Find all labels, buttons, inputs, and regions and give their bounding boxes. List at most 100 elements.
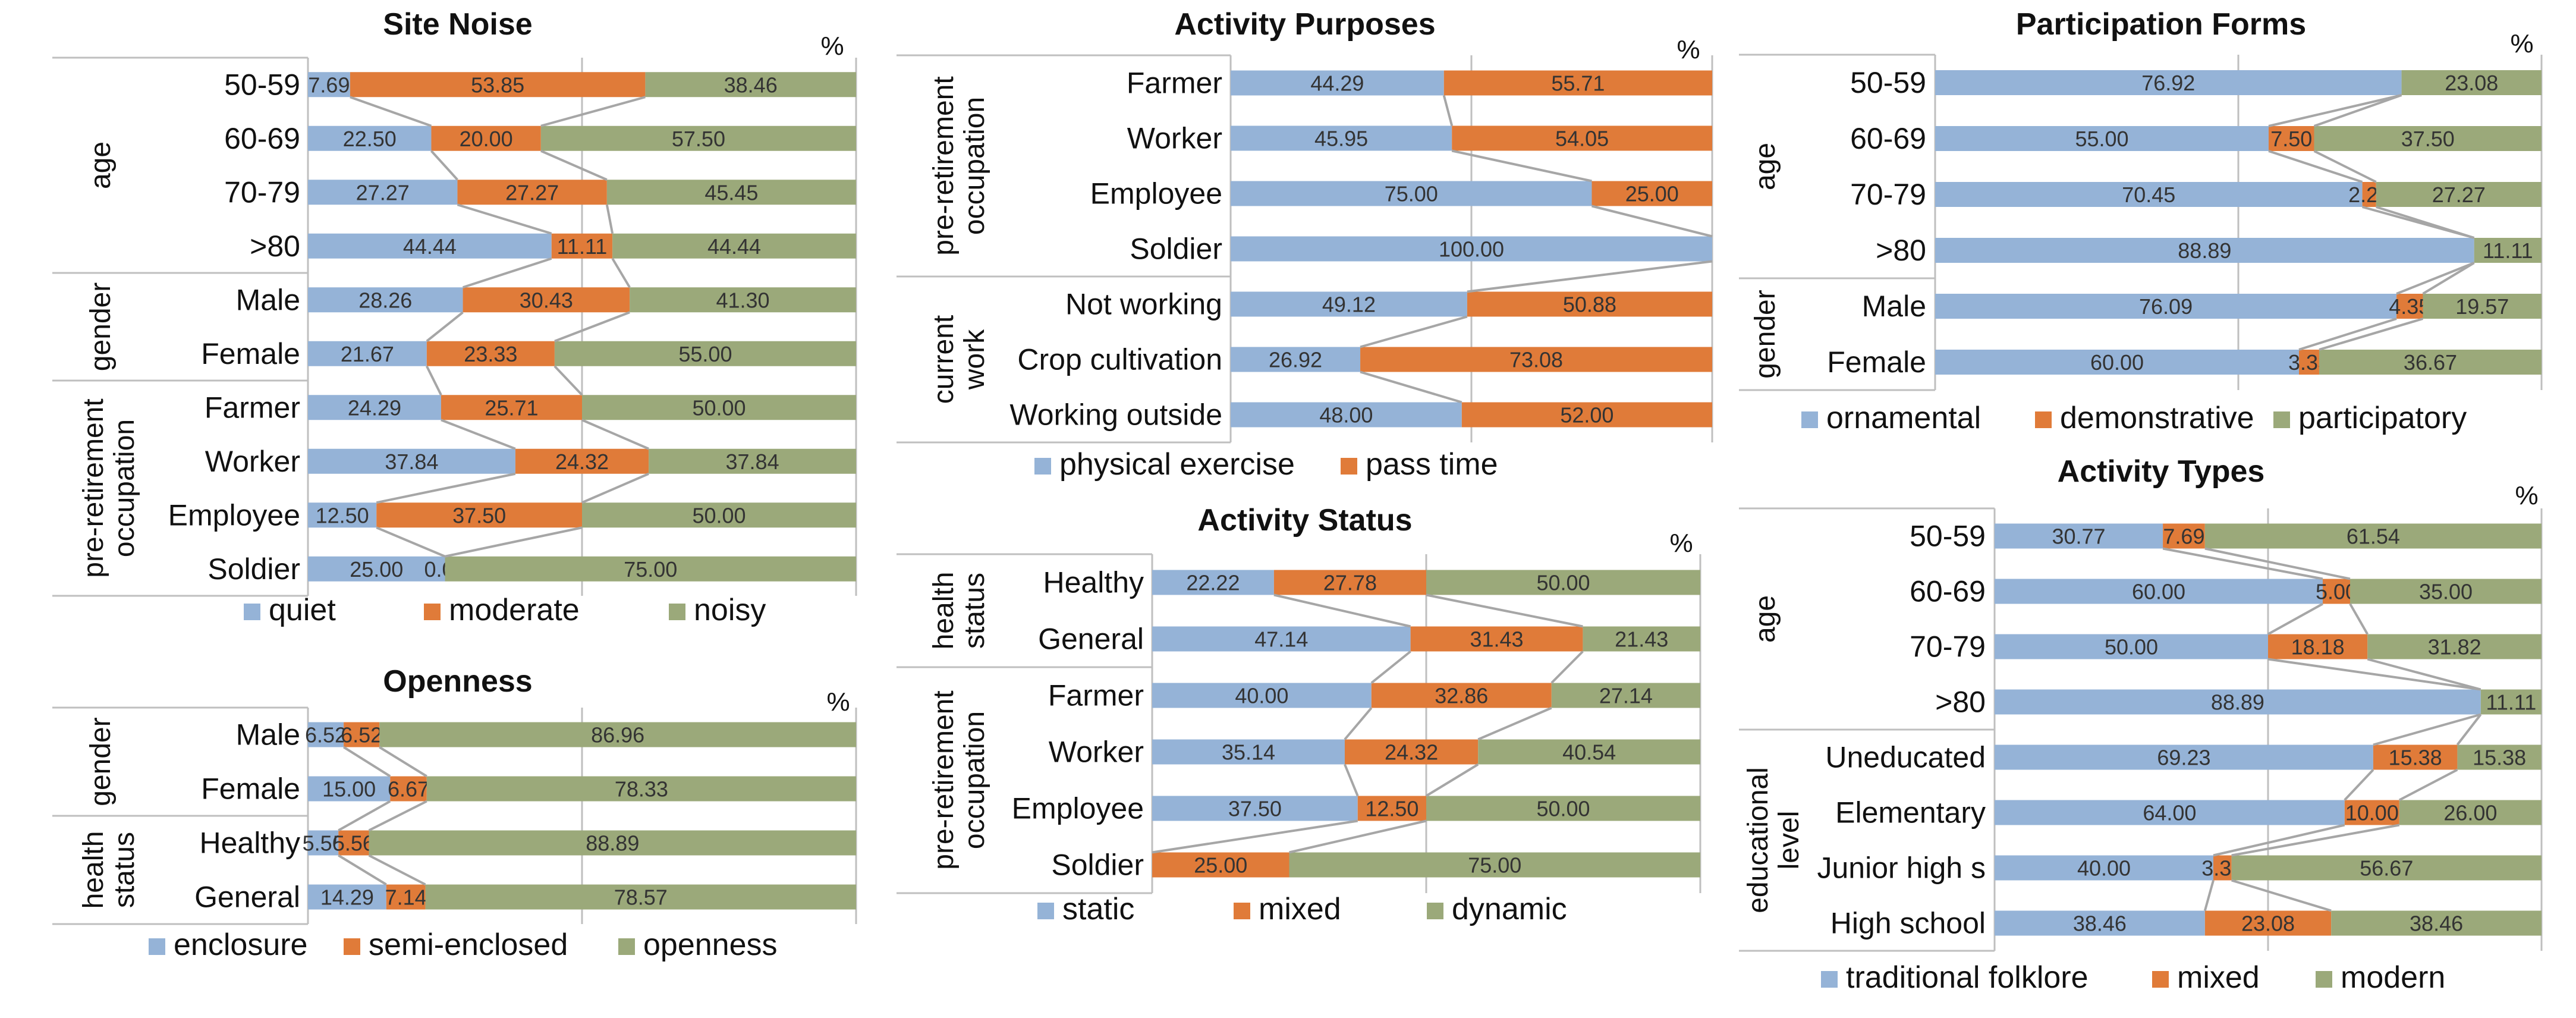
bar-segment [582, 502, 856, 528]
data-label: 26.92 [1269, 348, 1322, 372]
data-label: 5.56 [303, 831, 344, 856]
data-label: 73.08 [1509, 348, 1563, 372]
data-label: 27.78 [1323, 571, 1377, 595]
category-label: Employee [1012, 792, 1144, 825]
bar-segment [2373, 744, 2458, 770]
group-label: healthstatus [78, 831, 140, 909]
data-label: 27.14 [1599, 684, 1653, 708]
series-connector [1477, 706, 1552, 741]
data-label: 37.84 [385, 450, 438, 474]
data-label: 50.00 [2105, 635, 2158, 659]
series-connector [2298, 318, 2397, 351]
unit-label: % [2510, 29, 2533, 58]
legend-swatch [669, 604, 685, 620]
series-connector [2162, 547, 2323, 580]
data-label: 27.27 [356, 180, 410, 205]
data-label: 41.30 [716, 288, 769, 312]
data-label: 5.56 [333, 831, 375, 856]
data-label: 50.00 [692, 503, 746, 527]
category-label: Crop cultivation [1017, 343, 1222, 376]
legend-label: static [1062, 892, 1134, 926]
bar-segment [1935, 294, 2397, 319]
bar-segment [1443, 70, 1712, 96]
chart-panel: Activity Types% age 50-59 60-69 70-79 >80 educ… [1739, 454, 2543, 995]
bar-segment [1935, 238, 2474, 263]
bar-segment [457, 180, 607, 205]
chart-panel: Participation Forms% age 50-59 60-69 70-79 >8… [1739, 7, 2543, 435]
data-label: 35.14 [1222, 740, 1275, 765]
legend-label: dynamic [1452, 892, 1567, 926]
bar-segment [425, 884, 856, 910]
data-label: 100.00 [1439, 237, 1504, 262]
bar-segment [1360, 347, 1712, 372]
bar-segment [2376, 182, 2542, 207]
group-label-line: pre-retirement [928, 690, 960, 869]
group-label-line: occupation [959, 711, 990, 849]
category-label: Female [201, 772, 300, 806]
data-label: 54.05 [1555, 127, 1609, 151]
bar-segment [2204, 523, 2542, 549]
category-label: 60-69 [1850, 122, 1926, 155]
series-connector [338, 800, 391, 832]
bar-segment [2457, 744, 2542, 770]
data-label: 19.57 [2455, 294, 2509, 319]
bar-segment [308, 830, 339, 856]
category-label: Employee [168, 498, 300, 532]
category-label: Elementary [1835, 796, 1986, 830]
bar-segment [441, 395, 582, 420]
data-label: 24.32 [555, 450, 609, 474]
bar-segment [1152, 683, 1372, 708]
bar-segment [308, 448, 515, 474]
data-label: 35.00 [2419, 580, 2473, 604]
data-label: 55.71 [1551, 71, 1605, 96]
data-label: 44.44 [707, 234, 761, 259]
data-label: 6.52 [341, 723, 382, 747]
legend-swatch [618, 938, 635, 955]
category-label: >80 [1935, 686, 1986, 719]
bar-segment [1231, 125, 1452, 151]
bar-segment [2401, 70, 2542, 95]
data-label: 56.67 [2360, 856, 2413, 881]
group-label: age [85, 142, 117, 189]
series-connector [441, 419, 516, 450]
bar-segment [1995, 855, 2213, 881]
legend-swatch [1037, 903, 1054, 919]
data-label: 25.00 [1625, 182, 1679, 206]
series-connector [1273, 593, 1411, 628]
data-label: 86.96 [591, 723, 644, 747]
bar-segment [1452, 125, 1712, 151]
series-connector [1344, 764, 1359, 797]
bar-segment [1995, 689, 2481, 715]
series-connector [1467, 260, 1713, 293]
group-divider [897, 275, 1231, 444]
data-label: 36.67 [2404, 350, 2457, 375]
data-label: 11.11 [2486, 690, 2537, 715]
legend-swatch [424, 604, 441, 620]
chart-panel: Openness% gender Male Female healthstatus Hea… [52, 664, 857, 962]
series-connector [2367, 658, 2481, 691]
legend-swatch [1821, 971, 1838, 988]
data-label: 70.45 [2122, 183, 2175, 207]
series-connector [368, 800, 427, 832]
group-label: gender [85, 717, 117, 806]
legend-label: noisy [694, 593, 766, 627]
chart-title: Activity Status [1197, 503, 1412, 538]
data-label: 15.38 [2473, 746, 2526, 770]
bar-segment [308, 395, 441, 420]
category-label: Employee [1090, 177, 1222, 210]
bar-segment [1935, 182, 2363, 207]
chart-title: Site Noise [383, 7, 532, 42]
data-label: 50.00 [1536, 797, 1590, 821]
group-label: pre-retirementoccupation [928, 690, 990, 869]
data-label: 32.86 [1435, 684, 1488, 708]
category-label: 70-79 [224, 175, 300, 209]
series-connector [350, 96, 432, 127]
category-label: Farmer [1048, 679, 1144, 712]
group-label: currentwork [928, 315, 990, 404]
series-connector [1344, 707, 1373, 740]
series-connector [2376, 206, 2475, 239]
data-label: 55.00 [2075, 127, 2128, 151]
bar-segment [2299, 350, 2319, 375]
data-label: 37.50 [2401, 127, 2455, 151]
legend-label: mixed [2177, 960, 2260, 995]
